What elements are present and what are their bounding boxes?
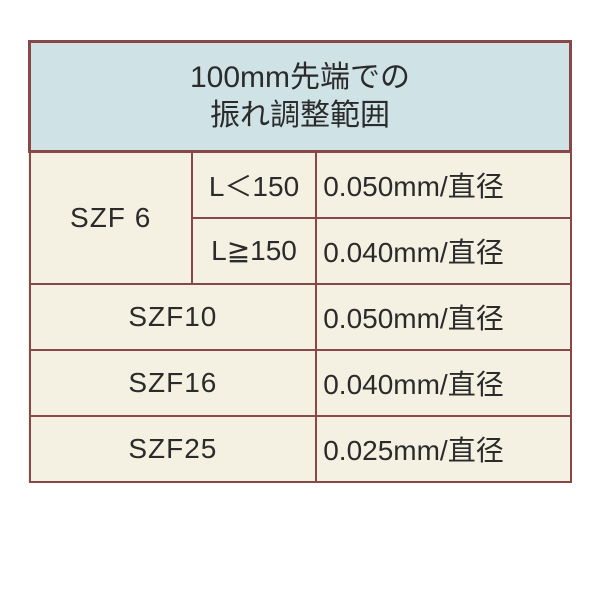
model-szf10: SZF10: [30, 284, 317, 350]
header-line-1: 100mm先端での: [32, 59, 568, 97]
val-szf10: 0.050mm/直径: [316, 284, 570, 350]
val-szf25: 0.025mm/直径: [316, 416, 570, 482]
row-szf16: SZF16 0.040mm/直径: [30, 350, 571, 416]
row-szf10: SZF10 0.050mm/直径: [30, 284, 571, 350]
row-szf6-a: SZF 6 L＜150 0.050mm/直径: [30, 152, 571, 218]
header-line-2: 振れ調整範囲: [32, 97, 568, 135]
header-cell: 100mm先端での 振れ調整範囲: [30, 42, 571, 152]
cond-szf6-a: L＜150: [192, 152, 316, 218]
val-szf6-a: 0.050mm/直径: [316, 152, 570, 218]
model-szf16: SZF16: [30, 350, 317, 416]
val-szf6-b: 0.040mm/直径: [316, 218, 570, 284]
spec-table: 100mm先端での 振れ調整範囲 SZF 6 L＜150 0.050mm/直径 …: [28, 40, 572, 483]
model-szf6: SZF 6: [30, 152, 192, 284]
val-szf16: 0.040mm/直径: [316, 350, 570, 416]
cond-szf6-b: L≧150: [192, 218, 316, 284]
page: 100mm先端での 振れ調整範囲 SZF 6 L＜150 0.050mm/直径 …: [0, 0, 600, 600]
header-row: 100mm先端での 振れ調整範囲: [30, 42, 571, 152]
model-szf25: SZF25: [30, 416, 317, 482]
row-szf25: SZF25 0.025mm/直径: [30, 416, 571, 482]
